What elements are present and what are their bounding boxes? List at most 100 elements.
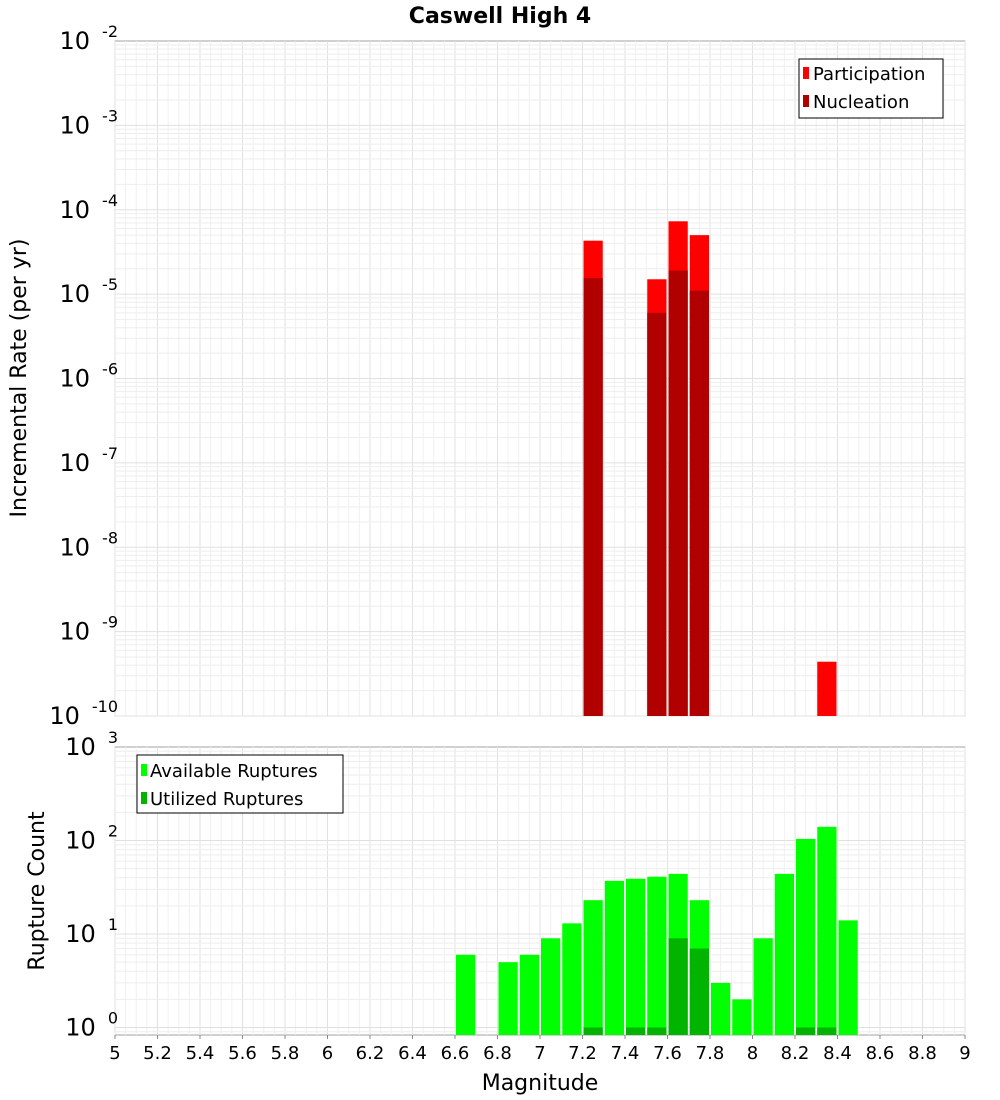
y-tick-base: 10	[60, 533, 91, 561]
chart-title: Caswell High 4	[409, 4, 591, 29]
x-axis-label: Magnitude	[482, 1071, 599, 1096]
y-tick-base: 10	[65, 1014, 96, 1042]
y-tick-exponent: -8	[102, 528, 118, 547]
available-bar	[519, 954, 539, 1035]
y-tick-label: 10 1	[65, 915, 118, 948]
x-tick-label: 6.4	[398, 1043, 427, 1064]
x-tick-label: 6.6	[441, 1043, 470, 1064]
x-tick-label: 5	[109, 1043, 120, 1064]
y-tick-label: 10 2	[65, 822, 118, 855]
available-bar	[732, 999, 752, 1035]
available-bar	[498, 962, 518, 1035]
x-tick-label: 7	[534, 1043, 545, 1064]
y-tick-exponent: -4	[102, 191, 118, 210]
rate-legend: Participation Nucleation	[798, 58, 944, 119]
x-tick-label: 5.4	[186, 1043, 215, 1064]
x-tick-label: 5.6	[228, 1043, 257, 1064]
y-tick-label: 10 -2	[60, 22, 119, 55]
x-tick-label: 7.4	[611, 1043, 640, 1064]
y-tick-base: 10	[60, 111, 91, 139]
participation-legend-swatch	[803, 67, 809, 79]
y-tick-base: 10	[60, 196, 91, 224]
x-tick-label: 9	[959, 1043, 970, 1064]
count-legend: Available Ruptures Utilized Ruptures	[136, 754, 344, 814]
count-panel: 10 3 10 2 10 1 10 0 Rupture Count Available Rup…	[25, 728, 966, 1042]
available-bar	[753, 938, 773, 1035]
rate-panel: 10 -2 10 -3 10 -4 10 -5 10 -6 10 -7 10 -8 10 -9 10 -10 In…	[7, 22, 966, 730]
count-y-ticks: 10 3 10 2 10 1 10 0	[65, 728, 118, 1042]
y-tick-exponent: -3	[102, 106, 118, 125]
y-tick-label: 10 -10	[49, 697, 118, 730]
y-tick-label: 10 0	[65, 1009, 118, 1042]
y-tick-exponent: -2	[102, 22, 118, 41]
nucleation-legend-swatch	[803, 95, 809, 107]
utilized-legend-label: Utilized Ruptures	[150, 789, 303, 810]
nucleation-legend-label: Nucleation	[813, 92, 909, 113]
utilized-bar	[668, 938, 688, 1035]
available-bar	[817, 826, 837, 1035]
y-tick-exponent: 0	[108, 1009, 118, 1028]
y-tick-label: 10 -3	[60, 106, 119, 139]
utilized-bar	[626, 1027, 646, 1035]
available-bar	[604, 880, 624, 1035]
x-tick-label: 8	[747, 1043, 758, 1064]
available-bar	[562, 923, 582, 1035]
rate-bars	[583, 221, 837, 717]
x-tick-label: 6.2	[356, 1043, 385, 1064]
nucleation-bar	[647, 312, 667, 716]
available-bar	[583, 900, 603, 1035]
utilized-bar	[583, 1027, 603, 1035]
y-tick-base: 10	[60, 280, 91, 308]
available-bar	[796, 838, 816, 1035]
y-tick-exponent: -9	[102, 613, 118, 632]
x-tick-label: 7.6	[653, 1043, 682, 1064]
nucleation-bar	[583, 278, 603, 716]
available-bar	[626, 878, 646, 1035]
utilized-bar	[647, 1027, 667, 1035]
y-tick-label: 10 -9	[60, 613, 119, 646]
utilized-bar	[817, 1027, 837, 1035]
x-tick-label: 7.8	[696, 1043, 725, 1064]
count-legend-box	[136, 754, 344, 814]
y-tick-base: 10	[60, 365, 91, 393]
y-tick-label: 10 3	[65, 728, 118, 761]
available-bar	[456, 954, 476, 1035]
y-tick-exponent: 1	[108, 915, 118, 934]
x-tick-label: 8.2	[781, 1043, 810, 1064]
y-tick-exponent: -10	[92, 697, 118, 716]
y-tick-exponent: -5	[102, 275, 118, 294]
x-tick-label: 6	[322, 1043, 333, 1064]
y-tick-label: 10 -8	[60, 528, 119, 561]
x-tick-label: 8.4	[823, 1043, 852, 1064]
rate-y-axis-label: Incremental Rate (per yr)	[7, 239, 32, 518]
nucleation-bar	[668, 270, 688, 716]
count-y-axis-label: Rupture Count	[25, 811, 50, 971]
utilized-bar	[796, 1027, 816, 1035]
y-tick-exponent: -6	[102, 360, 118, 379]
participation-legend-label: Participation	[813, 64, 925, 85]
x-tick-label: 8.6	[866, 1043, 895, 1064]
available-bar	[541, 938, 561, 1035]
y-tick-exponent: 3	[108, 728, 118, 747]
y-tick-label: 10 -5	[60, 275, 119, 308]
x-tick-label: 5.8	[271, 1043, 300, 1064]
utilized-bar	[689, 948, 709, 1035]
y-tick-label: 10 -6	[60, 360, 119, 393]
y-tick-base: 10	[65, 733, 96, 761]
nucleation-bar	[689, 290, 709, 716]
rate-legend-box	[798, 58, 944, 119]
y-tick-exponent: 2	[108, 822, 118, 841]
count-bars	[456, 826, 858, 1035]
x-tick-label: 8.8	[908, 1043, 937, 1064]
rate-gridlines	[114, 41, 966, 717]
y-tick-base: 10	[65, 920, 96, 948]
utilized-legend-swatch	[141, 792, 147, 804]
y-tick-base: 10	[49, 702, 80, 730]
available-bar	[647, 876, 667, 1035]
participation-bar	[817, 661, 837, 716]
available-bar	[711, 982, 731, 1035]
y-tick-base: 10	[60, 27, 91, 55]
y-tick-exponent: -7	[102, 444, 118, 463]
y-tick-base: 10	[60, 449, 91, 477]
